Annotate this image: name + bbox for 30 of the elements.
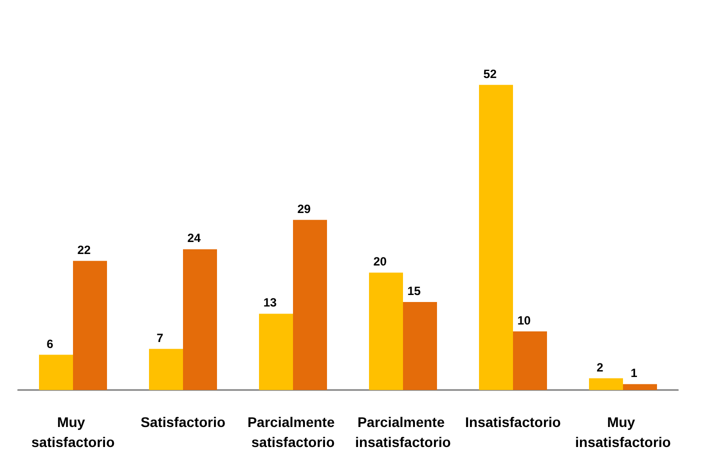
x-tick-label: Muy insatisfactorio	[575, 414, 671, 450]
bar	[623, 384, 657, 390]
bar	[73, 260, 107, 390]
bar	[479, 84, 513, 390]
x-tick-label: Satisfactorio	[140, 414, 226, 430]
bar	[369, 272, 403, 390]
bar	[39, 354, 73, 390]
bar	[403, 302, 437, 390]
bar	[149, 348, 183, 390]
data-label: 22	[77, 242, 91, 257]
data-label: 6	[46, 336, 54, 351]
data-label: 10	[517, 313, 531, 328]
x-tick-label: Parcialmente insatisfactorio	[355, 414, 451, 450]
data-label: 15	[407, 284, 421, 298]
data-label: 2	[596, 360, 604, 374]
data-label: 13	[263, 296, 277, 310]
bar	[259, 314, 293, 390]
data-label: 1	[630, 366, 638, 380]
bar	[513, 331, 547, 390]
bar	[589, 378, 623, 390]
bar	[183, 249, 217, 390]
bar	[293, 220, 327, 390]
data-label: 29	[297, 202, 311, 216]
x-tick-label: Muy satisfactorio	[31, 414, 115, 450]
data-label: 20	[373, 254, 387, 269]
data-label: 52	[483, 66, 497, 81]
data-label: 7	[156, 330, 164, 345]
x-tick-label: Insatisfactorio	[465, 414, 561, 430]
data-label: 24	[187, 231, 201, 246]
x-tick-label: Parcialmente satisfactorio	[247, 414, 339, 450]
